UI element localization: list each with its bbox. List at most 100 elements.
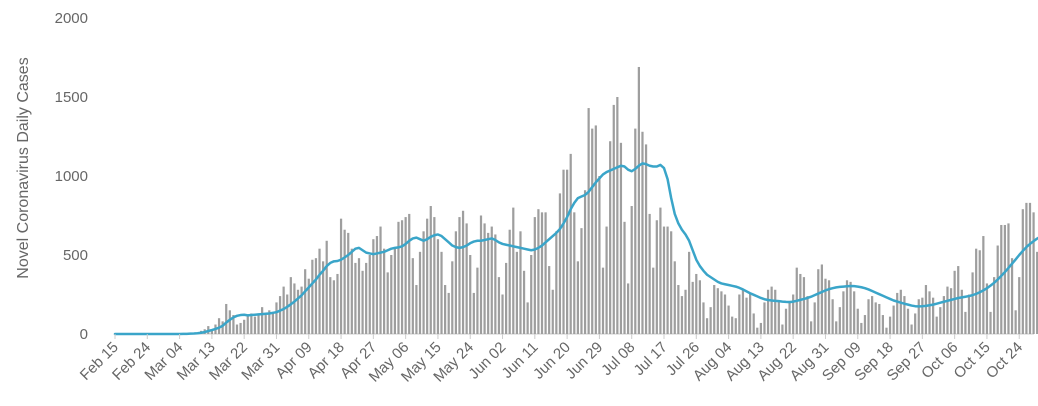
bar bbox=[1028, 202, 1032, 334]
bar bbox=[910, 324, 913, 334]
bar bbox=[418, 251, 422, 334]
bar bbox=[838, 307, 841, 334]
bar bbox=[551, 289, 554, 334]
moving-average-line bbox=[113, 162, 1038, 336]
bar bbox=[601, 267, 605, 334]
bar bbox=[982, 236, 985, 334]
bar bbox=[257, 313, 260, 334]
bar bbox=[472, 292, 475, 334]
bar bbox=[949, 288, 953, 334]
bar bbox=[415, 285, 418, 334]
bar bbox=[888, 316, 892, 334]
bar bbox=[749, 292, 752, 334]
bar bbox=[745, 297, 748, 334]
bar bbox=[354, 262, 357, 334]
bar bbox=[300, 286, 303, 334]
bar bbox=[652, 267, 655, 334]
bar bbox=[350, 248, 353, 334]
bar bbox=[336, 273, 339, 334]
bar bbox=[853, 291, 856, 334]
bar bbox=[709, 307, 712, 334]
bar bbox=[440, 251, 443, 334]
bar bbox=[426, 218, 429, 334]
bar bbox=[627, 283, 630, 334]
bar bbox=[784, 308, 788, 334]
bar bbox=[436, 239, 440, 334]
bar bbox=[705, 318, 709, 334]
bar bbox=[469, 255, 472, 334]
bar bbox=[562, 169, 565, 334]
bar bbox=[666, 226, 669, 334]
bar bbox=[508, 229, 511, 334]
bar bbox=[906, 308, 910, 334]
bar bbox=[935, 316, 938, 334]
bar bbox=[766, 289, 770, 334]
bar bbox=[659, 207, 662, 334]
bar bbox=[210, 329, 213, 334]
bar bbox=[304, 269, 307, 334]
bar bbox=[433, 217, 436, 334]
bar bbox=[322, 261, 325, 334]
bar bbox=[361, 270, 364, 334]
bar bbox=[860, 322, 863, 334]
bar bbox=[623, 221, 626, 334]
bar bbox=[530, 255, 533, 334]
daily-cases-bars bbox=[178, 66, 1038, 335]
bar bbox=[619, 142, 623, 334]
bar bbox=[250, 313, 253, 334]
bar bbox=[985, 283, 989, 334]
bar bbox=[928, 291, 931, 334]
bar bbox=[1036, 251, 1038, 334]
bar bbox=[932, 297, 935, 334]
bar bbox=[365, 262, 368, 334]
bar bbox=[670, 231, 673, 334]
bar bbox=[827, 280, 831, 334]
bar bbox=[397, 221, 400, 334]
y-tick-label: 0 bbox=[80, 326, 88, 343]
bar bbox=[892, 305, 895, 334]
bar bbox=[781, 324, 784, 334]
bar bbox=[490, 226, 493, 334]
y-axis-ticks: 0 500 1000 1500 2000 bbox=[55, 10, 88, 343]
bar bbox=[347, 232, 350, 334]
x-tick-label: Jun 29 bbox=[562, 339, 606, 383]
bar bbox=[996, 245, 999, 334]
bar bbox=[311, 259, 314, 334]
bar bbox=[680, 296, 684, 334]
bar bbox=[856, 308, 859, 334]
moving-average-series-line bbox=[113, 162, 1038, 336]
bar bbox=[253, 316, 257, 334]
bar bbox=[863, 315, 867, 334]
bar bbox=[849, 281, 852, 334]
bar bbox=[691, 281, 694, 334]
bar bbox=[903, 296, 906, 334]
bar bbox=[612, 104, 615, 335]
bar bbox=[393, 248, 396, 334]
bar bbox=[339, 218, 343, 334]
bar bbox=[573, 212, 576, 334]
bar bbox=[383, 248, 386, 334]
bar bbox=[1018, 277, 1021, 334]
bar bbox=[465, 223, 468, 334]
bar bbox=[314, 258, 318, 334]
bar bbox=[702, 302, 705, 334]
bar bbox=[777, 300, 780, 334]
bar bbox=[372, 239, 375, 334]
bar bbox=[770, 286, 773, 334]
bar bbox=[357, 258, 361, 334]
bar bbox=[727, 305, 730, 334]
bar bbox=[235, 324, 239, 334]
bar bbox=[964, 311, 967, 334]
y-tick-label: 1000 bbox=[55, 168, 88, 185]
bar bbox=[332, 280, 335, 334]
bar bbox=[569, 153, 572, 334]
bar bbox=[957, 266, 960, 334]
bar bbox=[278, 296, 282, 334]
bar bbox=[975, 248, 978, 334]
bar bbox=[505, 262, 508, 334]
bar bbox=[756, 327, 759, 334]
y-tick-label: 1500 bbox=[55, 89, 88, 106]
bar bbox=[479, 215, 483, 334]
